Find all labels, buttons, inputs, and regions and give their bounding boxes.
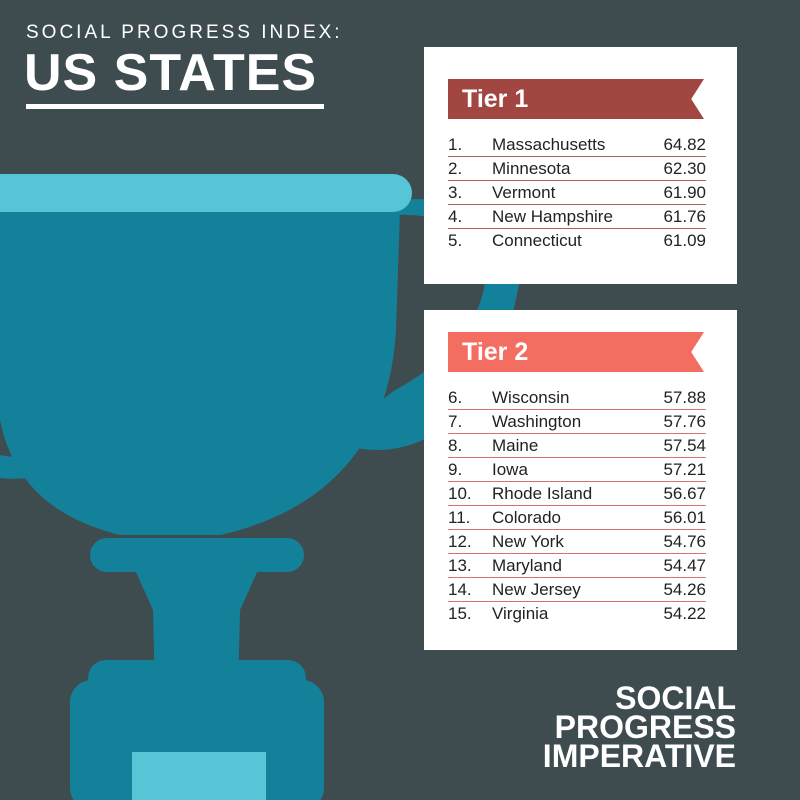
rank: 10. [448, 484, 472, 503]
score: 61.90 [663, 183, 706, 202]
state-name: Maryland [492, 556, 562, 575]
state-name: Minnesota [492, 159, 571, 178]
tier1-banner: Tier 1 [448, 79, 704, 119]
score: 61.76 [663, 207, 706, 226]
score: 57.54 [663, 436, 706, 455]
rank: 1. [448, 135, 463, 154]
list-item: 4. New Hampshire 61.76 [448, 205, 706, 229]
tier2-card: Tier 2 6. Wisconsin 57.88 7. Washington … [424, 310, 737, 650]
score: 64.82 [663, 135, 706, 154]
list-item: 6. Wisconsin 57.88 [448, 386, 706, 410]
state-name: New York [492, 532, 564, 551]
state-name: Massachusetts [492, 135, 606, 154]
rank: 2. [448, 159, 463, 178]
logo-line: PROGRESS [554, 709, 736, 745]
rank: 5. [448, 231, 463, 250]
score: 57.21 [663, 460, 706, 479]
rank: 11. [448, 508, 471, 527]
rank: 9. [448, 460, 463, 479]
score: 54.26 [663, 580, 706, 599]
score: 61.09 [663, 231, 706, 250]
state-name: Colorado [492, 508, 561, 527]
list-item: 7. Washington 57.76 [448, 410, 706, 434]
list-item: 2. Minnesota 62.30 [448, 157, 706, 181]
list-item: 5. Connecticut 61.09 [448, 229, 706, 253]
state-name: Connecticut [492, 231, 582, 250]
state-name: New Hampshire [492, 207, 613, 226]
title-underline [26, 104, 324, 109]
page-title: US STATES [24, 44, 318, 102]
state-name: Rhode Island [492, 484, 593, 503]
list-item: 13. Maryland 54.47 [448, 554, 706, 578]
list-item: 3. Vermont 61.90 [448, 181, 706, 205]
list-item: 15. Virginia 54.22 [448, 602, 706, 626]
state-name: Vermont [492, 183, 556, 202]
rank: 15. [448, 604, 472, 623]
score: 54.76 [663, 532, 706, 551]
tier1-list: 1. Massachusetts 64.82 2. Minnesota 62.3… [448, 133, 706, 253]
rank: 12. [448, 532, 472, 551]
score: 56.01 [663, 508, 706, 527]
rank: 4. [448, 207, 463, 226]
rank: 14. [448, 580, 472, 599]
rank: 3. [448, 183, 463, 202]
rank: 7. [448, 412, 463, 431]
tier2-list: 6. Wisconsin 57.88 7. Washington 57.76 8… [448, 386, 706, 626]
tier1-card: Tier 1 1. Massachusetts 64.82 2. Minneso… [424, 47, 737, 284]
score: 54.47 [663, 556, 706, 575]
list-item: 8. Maine 57.54 [448, 434, 706, 458]
logo-line: IMPERATIVE [542, 738, 736, 774]
state-name: Washington [492, 412, 582, 431]
score: 57.76 [663, 412, 706, 431]
list-item: 12. New York 54.76 [448, 530, 706, 554]
score: 54.22 [663, 604, 706, 623]
list-item: 10. Rhode Island 56.67 [448, 482, 706, 506]
state-name: Wisconsin [492, 388, 570, 407]
rank: 8. [448, 436, 463, 455]
score: 57.88 [663, 388, 706, 407]
rank: 13. [448, 556, 472, 575]
logo-line: SOCIAL [615, 680, 736, 716]
header-kicker: SOCIAL PROGRESS INDEX: [26, 22, 343, 43]
score: 62.30 [663, 159, 706, 178]
state-name: Iowa [492, 460, 528, 479]
state-name: New Jersey [492, 580, 581, 599]
list-item: 11. Colorado 56.01 [448, 506, 706, 530]
rank: 6. [448, 388, 463, 407]
list-item: 9. Iowa 57.21 [448, 458, 706, 482]
state-name: Maine [492, 436, 539, 455]
state-name: Virginia [492, 604, 549, 623]
social-progress-imperative-logo: SOCIAL PROGRESS IMPERATIVE [542, 680, 736, 774]
score: 56.67 [663, 484, 706, 503]
list-item: 1. Massachusetts 64.82 [448, 133, 706, 157]
tier2-banner: Tier 2 [448, 332, 704, 372]
list-item: 14. New Jersey 54.26 [448, 578, 706, 602]
